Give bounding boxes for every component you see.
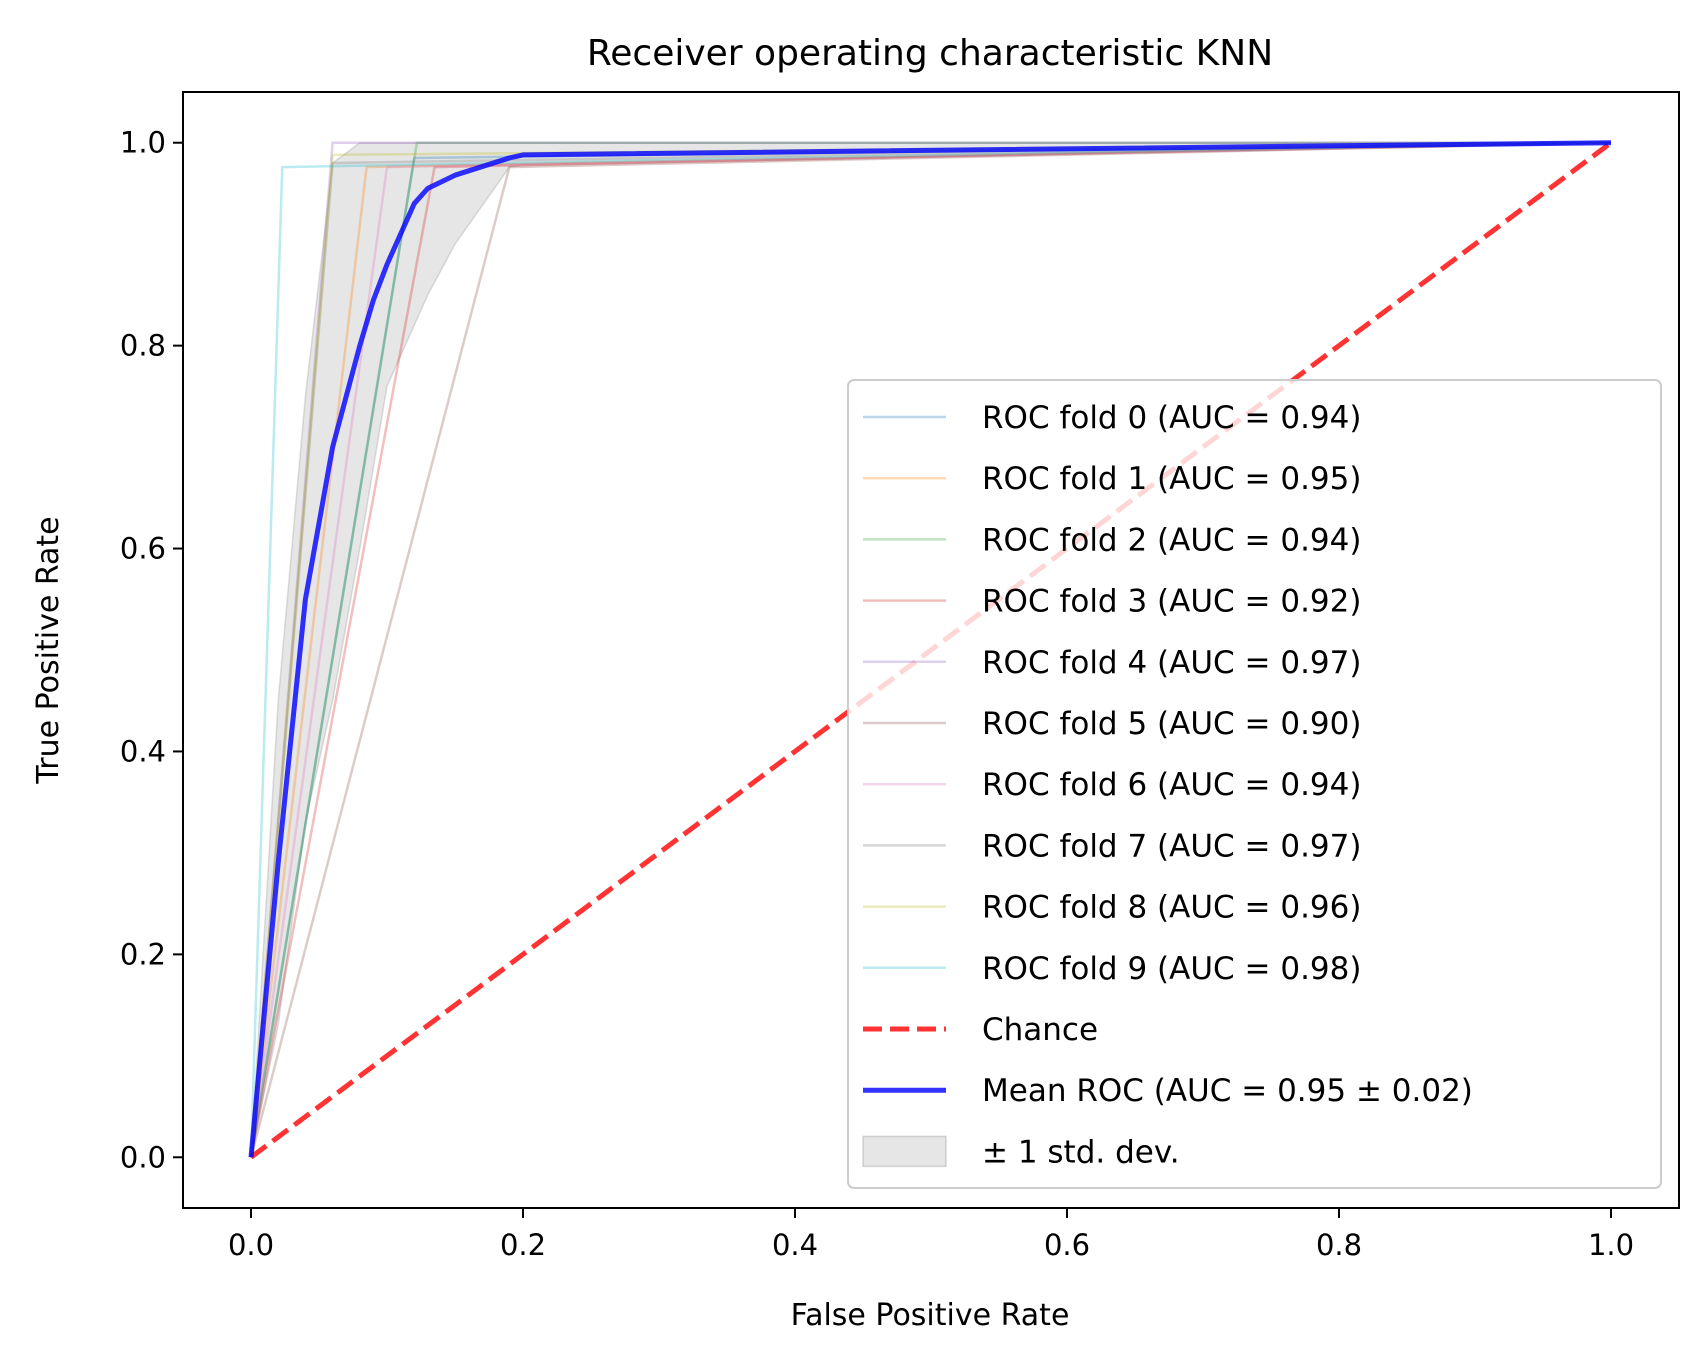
roc-fold-5-line xyxy=(249,141,1612,1158)
roc-fold-4-line xyxy=(249,141,1611,1158)
x-axis-label: False Positive Rate xyxy=(791,1298,1070,1333)
mean-roc-line xyxy=(248,140,1612,1158)
x-tick-label: 0.4 xyxy=(772,1228,818,1262)
x-tick-label: 0.8 xyxy=(1316,1228,1362,1262)
legend-item-12-label: ± 1 std. dev. xyxy=(982,1134,1180,1170)
y-tick-label: 0.8 xyxy=(120,329,166,363)
legend-item-11-label: Mean ROC (AUC = 0.95 ± 0.02) xyxy=(982,1073,1473,1109)
legend-item-10-label: Chance xyxy=(982,1012,1098,1048)
legend: ROC fold 0 (AUC = 0.94) ROC fold 1 (AUC =… xyxy=(847,379,1662,1189)
roc-fold-9-line xyxy=(249,141,1612,1158)
legend-item-7-label: ROC fold 7 (AUC = 0.97) xyxy=(982,828,1361,864)
legend-item-9-label: ROC fold 9 (AUC = 0.98) xyxy=(982,951,1361,987)
roc-fold-1-line xyxy=(249,141,1612,1158)
x-tick-label: 0.0 xyxy=(228,1228,274,1262)
roc-fold-3-line xyxy=(249,141,1612,1158)
axis-ticks: 0.0 0.2 0.4 0.6 0.8 1.0 0.0 0.2 0.4 0.6 0.8 1.0 xyxy=(120,126,1634,1262)
x-tick-label: 0.6 xyxy=(1044,1228,1090,1262)
axes-frame xyxy=(182,91,1680,1209)
chart-title: Receiver operating characteristic KNN xyxy=(587,33,1273,74)
plot-area xyxy=(248,140,1613,1160)
legend-item-8-label: ROC fold 8 (AUC = 0.96) xyxy=(982,890,1361,926)
legend-item-5-label: ROC fold 5 (AUC = 0.90) xyxy=(982,706,1361,742)
y-tick-label: 0.6 xyxy=(120,532,166,566)
legend-box xyxy=(847,379,1662,1189)
legend-item-6-label: ROC fold 6 (AUC = 0.94) xyxy=(982,767,1361,803)
legend-item-4-label: ROC fold 4 (AUC = 0.97) xyxy=(982,645,1361,681)
legend-item-2-label: ROC fold 2 (AUC = 0.94) xyxy=(982,522,1361,558)
x-tick-label: 0.2 xyxy=(500,1228,546,1262)
legend-item-1-label: ROC fold 1 (AUC = 0.95) xyxy=(982,461,1361,497)
y-tick-label: 0.0 xyxy=(120,1140,166,1174)
legend-item-3-label: ROC fold 3 (AUC = 0.92) xyxy=(982,584,1361,620)
y-axis-label: True Positive Rate xyxy=(31,516,66,784)
legend-item-12-swatch xyxy=(862,1135,947,1168)
roc-fold-2-line xyxy=(249,141,1611,1158)
y-tick-label: 0.2 xyxy=(120,937,166,971)
roc-fold-6-line xyxy=(249,141,1612,1158)
y-tick-label: 1.0 xyxy=(120,126,166,160)
x-tick-label: 1.0 xyxy=(1588,1228,1634,1262)
legend-item-0-label: ROC fold 0 (AUC = 0.94) xyxy=(982,400,1361,436)
y-tick-label: 0.4 xyxy=(120,734,166,768)
